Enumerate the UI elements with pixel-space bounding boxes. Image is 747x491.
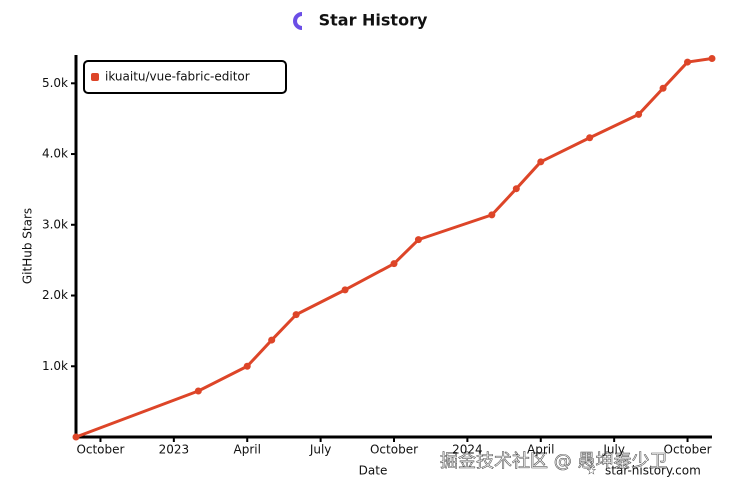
data-point [390, 260, 398, 268]
data-point [72, 433, 80, 441]
x-tick-label: October [370, 443, 418, 457]
y-tick-label: 3.0k [42, 217, 68, 231]
x-tick-label: July [602, 443, 625, 457]
y-tick-label: 1.0k [42, 359, 68, 373]
logo [293, 12, 303, 30]
data-point [635, 110, 643, 118]
data-point [488, 211, 496, 219]
data-point [512, 185, 520, 193]
y-tick-label: 4.0k [42, 147, 68, 161]
x-axis-label: Date [359, 464, 388, 478]
y-tick-label: 5.0k [42, 76, 68, 90]
data-point [708, 55, 716, 63]
x-tick-label: October [664, 443, 712, 457]
data-point [537, 158, 545, 166]
chart-title: Star History [319, 11, 428, 30]
x-tick-label: July [309, 443, 332, 457]
data-point [194, 387, 202, 395]
legend-swatch [91, 73, 99, 81]
watermark: star-history.com [605, 464, 701, 478]
data-point [684, 58, 692, 66]
x-tick-label: 2024 [452, 443, 483, 457]
series-line [75, 57, 713, 439]
watermark-star: ☆ [586, 464, 597, 478]
data-point [341, 286, 349, 294]
data-point [414, 236, 422, 244]
data-point [659, 84, 667, 92]
x-tick-label: April [527, 443, 554, 457]
x-tick-label: 2023 [159, 443, 190, 457]
overlay-text: 掘金技术社区 @ 愚坤秦少卫 [440, 451, 667, 472]
data-point [586, 134, 594, 142]
data-point [268, 336, 276, 344]
x-tick-label: October [76, 443, 124, 457]
x-tick-label: April [234, 443, 261, 457]
y-tick-label: 2.0k [42, 288, 68, 302]
data-point [243, 362, 251, 370]
y-axis-label: GitHub Stars [21, 208, 35, 284]
legend-label: ikuaitu/vue-fabric-editor [105, 70, 250, 84]
legend-box [83, 60, 287, 94]
data-point [292, 311, 300, 319]
